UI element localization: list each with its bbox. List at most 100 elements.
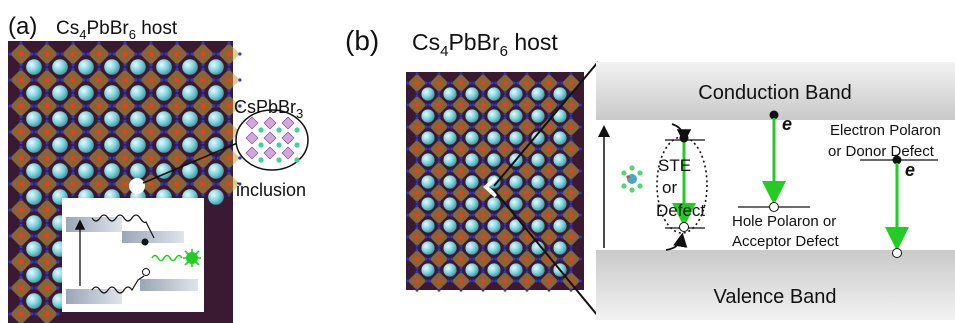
lattice-cs-atom: [78, 111, 94, 127]
lattice-br-atom: [547, 112, 551, 116]
lattice-br-atom: [494, 81, 498, 85]
lattice-br-atom: [82, 182, 86, 186]
lattice-br-atom: [201, 193, 205, 197]
lattice-pb-atom: [18, 259, 24, 265]
lattice-br-atom: [227, 141, 231, 145]
lattice-br-atom: [446, 235, 450, 239]
lattice-pb-atom: [480, 102, 486, 108]
lattice-br-atom: [71, 67, 75, 71]
lattice-br-atom: [437, 94, 441, 98]
lattice-br-atom: [86, 156, 90, 160]
lattice-br-atom: [481, 134, 485, 138]
lattice-br-atom: [82, 52, 86, 56]
lattice-br-atom: [164, 130, 168, 134]
lattice-br-atom: [123, 67, 127, 71]
lattice-pb-atom: [44, 77, 50, 83]
lattice-br-atom: [406, 257, 410, 261]
inset-valence-band-right: [140, 279, 198, 291]
lattice-br-atom: [512, 279, 516, 283]
inclusion-pointer: [142, 138, 248, 184]
lattice-br-atom: [45, 245, 49, 249]
lattice-br-atom: [560, 257, 564, 261]
lattice-cs-atom: [509, 109, 523, 123]
lattice-br-atom: [490, 257, 494, 261]
lattice-br-atom: [437, 160, 441, 164]
lattice-br-atom: [569, 248, 573, 252]
lattice-cs-atom: [465, 263, 479, 277]
lattice-cs-atom: [52, 85, 68, 101]
lattice-br-atom: [201, 63, 205, 67]
lattice-pb-atom: [96, 155, 102, 161]
lattice-pb-atom: [414, 190, 420, 196]
inclusion-lattice: [245, 116, 300, 163]
lattice-br-atom: [459, 222, 463, 226]
lattice-br-atom: [123, 89, 127, 93]
lattice-br-atom: [490, 235, 494, 239]
lattice-br-atom: [428, 169, 432, 173]
lattice-br-atom: [512, 147, 516, 151]
lattice-br-atom: [503, 94, 507, 98]
lattice-pb-atom: [436, 124, 442, 130]
inclusion-octahedron: [281, 116, 295, 130]
lattice-br-atom: [437, 270, 441, 274]
lattice-br-atom: [30, 52, 34, 56]
lattice-pb-atom: [226, 103, 232, 109]
lattice-br-atom: [406, 213, 410, 217]
lattice-br-atom: [534, 81, 538, 85]
lattice-br-atom: [201, 67, 205, 71]
lattice-cs-atom: [487, 197, 501, 211]
lattice-br-atom: [490, 103, 494, 107]
lattice-br-atom: [34, 130, 38, 134]
lattice-cs-atom: [509, 241, 523, 255]
inset-emission-wave: [151, 254, 183, 262]
lattice-br-atom: [45, 89, 49, 93]
lattice-pb-atom: [70, 51, 76, 57]
lattice-br-atom: [201, 119, 205, 123]
lattice-br-atom: [56, 104, 60, 108]
lattice-br-atom: [516, 125, 520, 129]
lattice-br-atom: [446, 213, 450, 217]
lattice-br-atom: [437, 266, 441, 270]
lattice-pb-atom: [502, 124, 508, 130]
lattice-br-atom: [538, 257, 542, 261]
lattice-pb-atom: [436, 80, 442, 86]
inclusion-octahedron: [281, 131, 295, 145]
lattice-br-atom: [123, 93, 127, 97]
lattice-pb-atom: [18, 311, 24, 317]
lattice-cs-atom: [182, 111, 198, 127]
lattice-pb-atom: [414, 168, 420, 174]
lattice-br-atom: [201, 167, 205, 171]
lattice-cs-atom: [465, 197, 479, 211]
lattice-br-atom: [512, 257, 516, 261]
lattice-br-atom: [19, 141, 23, 145]
lattice-br-atom: [19, 275, 23, 279]
lattice-br-atom: [578, 235, 582, 239]
lattice-cs-atom: [208, 189, 224, 205]
lattice-br-atom: [424, 191, 428, 195]
lattice-br-atom: [525, 116, 529, 120]
lattice-cs-atom: [208, 59, 224, 75]
lattice-br-atom: [415, 116, 419, 120]
lattice-br-atom: [446, 147, 450, 151]
lattice-cs-atom: [104, 111, 120, 127]
lattice-br-atom: [216, 104, 220, 108]
lattice-br-atom: [534, 147, 538, 151]
inclusion-formula: CsPbBr3: [234, 97, 303, 121]
lattice-br-atom: [138, 104, 142, 108]
lattice-br-atom: [175, 63, 179, 67]
lattice-pb-atom: [436, 234, 442, 240]
lattice-cs-atom: [208, 163, 224, 179]
lattice-br-atom: [490, 213, 494, 217]
lattice-pb-atom: [524, 102, 530, 108]
lattice-br-atom: [450, 279, 454, 283]
lattice-br-atom: [459, 138, 463, 142]
lattice-br-atom: [238, 156, 242, 160]
lattice-br-atom: [481, 266, 485, 270]
lattice-br-atom: [238, 52, 242, 56]
lattice-br-atom: [415, 160, 419, 164]
lattice-br-atom: [34, 182, 38, 186]
lattice-cs-atom: [26, 163, 42, 179]
lattice-br-atom: [450, 235, 454, 239]
lattice-pb-atom: [174, 129, 180, 135]
lattice-br-atom: [437, 90, 441, 94]
